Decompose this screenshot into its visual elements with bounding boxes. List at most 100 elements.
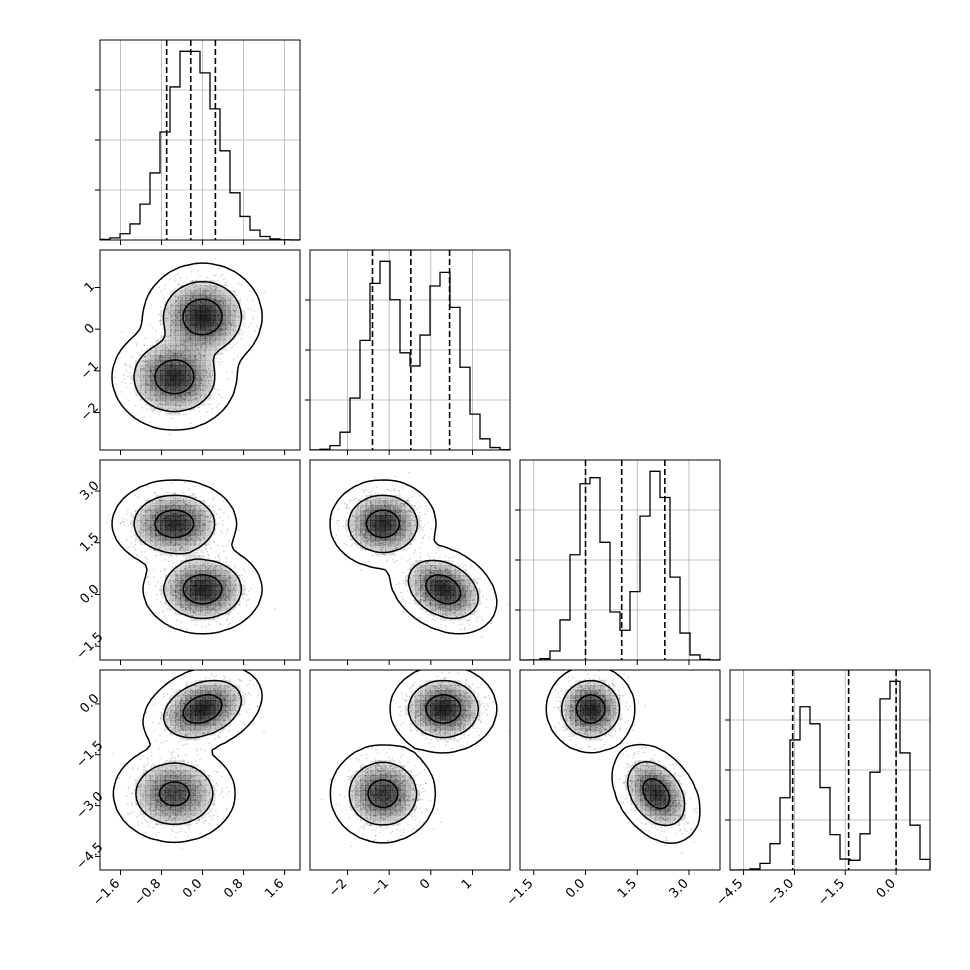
scatter-point xyxy=(159,356,161,358)
density-cell xyxy=(150,365,156,371)
scatter-point xyxy=(173,397,176,399)
scatter-point xyxy=(155,400,157,402)
scatter-point xyxy=(196,388,198,390)
scatter-point xyxy=(217,600,219,602)
scatter-point xyxy=(201,564,203,567)
scatter-point xyxy=(185,606,187,608)
scatter-point xyxy=(160,757,162,760)
scatter-point xyxy=(148,366,151,369)
density-cell xyxy=(220,295,226,301)
scatter-point xyxy=(170,328,172,331)
contour-line xyxy=(111,479,263,635)
scatter-point xyxy=(185,332,188,335)
scatter-point xyxy=(233,313,236,316)
scatter-point xyxy=(147,383,150,385)
scatter-point xyxy=(129,366,131,368)
scatter-point xyxy=(147,540,149,543)
scatter-point xyxy=(174,543,177,546)
scatter-point xyxy=(193,392,196,395)
scatter-point xyxy=(235,324,237,327)
scatter-point xyxy=(194,344,197,347)
scatter-point xyxy=(240,328,243,331)
density-cell xyxy=(165,355,171,361)
scatter-point xyxy=(200,606,203,608)
density-cell xyxy=(165,375,171,381)
scatter-point xyxy=(192,517,195,520)
scatter-point xyxy=(141,367,143,370)
density-cell xyxy=(200,395,206,401)
density-cell xyxy=(220,340,226,346)
scatter-point xyxy=(203,289,205,292)
scatter-point xyxy=(155,814,158,816)
density-cell xyxy=(180,505,186,511)
density-cell xyxy=(175,520,181,526)
scatter-point xyxy=(194,289,197,292)
density-cell xyxy=(160,540,166,546)
scatter-point xyxy=(146,535,149,538)
density-cell xyxy=(170,570,176,576)
scatter-point xyxy=(160,356,163,359)
scatter-point xyxy=(231,286,233,289)
scatter-point xyxy=(156,512,158,514)
density-cell xyxy=(165,585,171,591)
scatter-point xyxy=(199,366,201,368)
density-cell xyxy=(175,580,181,586)
scatter-point xyxy=(160,810,163,812)
density-cell xyxy=(200,355,206,361)
scatter-point xyxy=(191,280,194,282)
scatter-point xyxy=(208,606,210,609)
scatter-point xyxy=(199,288,202,290)
density-cell xyxy=(215,580,221,586)
scatter-point xyxy=(231,589,234,592)
scatter-point xyxy=(235,294,238,296)
density-cell xyxy=(170,345,176,351)
scatter-point xyxy=(225,328,228,331)
scatter-point xyxy=(125,370,128,372)
density-cell xyxy=(185,605,191,611)
scatter-point xyxy=(208,297,211,300)
scatter-point xyxy=(185,608,187,610)
scatter-point xyxy=(169,334,171,337)
scatter-point xyxy=(202,536,205,538)
scatter-point xyxy=(200,522,202,524)
scatter-point xyxy=(225,283,227,286)
density-cell xyxy=(185,380,191,386)
scatter-point xyxy=(158,534,160,536)
scatter-point xyxy=(202,789,205,792)
density-cell xyxy=(205,360,211,366)
scatter-point xyxy=(186,600,188,603)
scatter-point xyxy=(178,584,181,587)
scatter-point xyxy=(195,532,197,535)
scatter-point xyxy=(180,604,182,606)
scatter-point xyxy=(181,297,184,300)
scatter-point xyxy=(205,337,208,340)
scatter-point xyxy=(225,561,228,563)
scatter-point xyxy=(146,764,148,766)
scatter-point xyxy=(221,519,224,522)
scatter-point xyxy=(195,539,198,542)
density-cell xyxy=(180,295,186,301)
scatter-point xyxy=(192,775,194,778)
scatter-point xyxy=(201,509,203,511)
density-cell xyxy=(210,305,216,311)
scatter-point xyxy=(165,507,167,509)
scatter-point xyxy=(154,795,157,798)
density-cell xyxy=(200,600,206,606)
scatter-point xyxy=(150,794,153,797)
scatter-point xyxy=(156,598,159,601)
scatter-point xyxy=(172,344,175,346)
scatter-point xyxy=(203,523,206,525)
scatter-point xyxy=(162,815,165,818)
scatter-point xyxy=(190,539,192,541)
scatter-point xyxy=(229,622,231,625)
density-cell xyxy=(160,515,166,521)
scatter-point xyxy=(152,368,155,371)
scatter-point xyxy=(180,606,182,608)
scatter-point xyxy=(174,296,176,298)
scatter-point xyxy=(167,402,170,405)
scatter-point xyxy=(160,305,162,308)
scatter-point xyxy=(150,535,153,538)
scatter-point xyxy=(208,623,210,626)
density-cell xyxy=(195,535,201,541)
scatter-point xyxy=(195,354,197,356)
